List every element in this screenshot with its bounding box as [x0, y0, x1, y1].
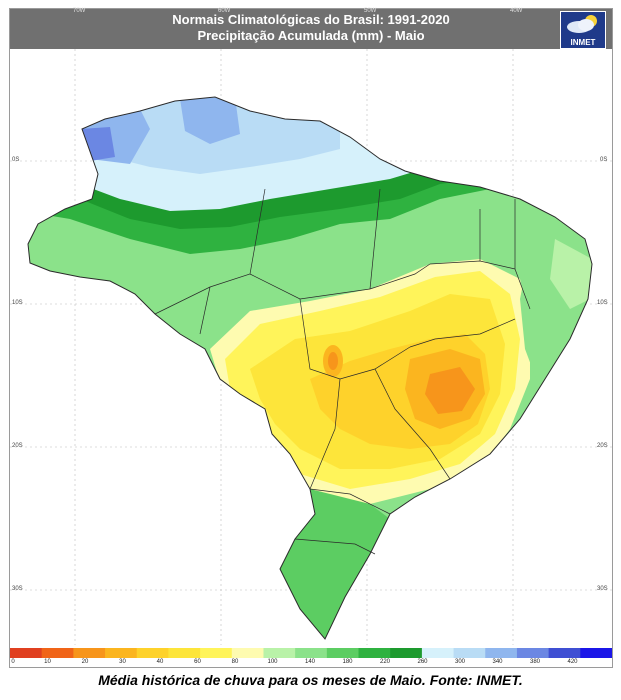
lat-label: 10S — [12, 300, 23, 306]
lat-label: 20S — [12, 443, 23, 449]
inmet-logo: INMET — [560, 11, 606, 49]
legend-swatch — [105, 648, 138, 658]
legend-tick-label: 340 — [492, 659, 503, 665]
legend-tick-label: 100 — [267, 659, 278, 665]
legend-colorbar — [10, 648, 613, 658]
legend-tick-label: 80 — [231, 659, 239, 665]
lon-label: 50W — [364, 8, 377, 14]
lat-label: 0S — [12, 157, 20, 163]
legend-swatch — [390, 648, 423, 658]
map-header: Normais Climatológicas do Brasil: 1991-2… — [10, 8, 612, 49]
legend-swatch — [358, 648, 391, 658]
legend-swatch — [263, 648, 296, 658]
legend-swatch — [73, 648, 106, 658]
legend-tick-label: 260 — [417, 659, 428, 665]
lat-label-right: 10S — [597, 300, 608, 306]
lat-label-right: 30S — [597, 586, 608, 592]
legend-swatch — [421, 648, 455, 658]
legend-swatch — [295, 648, 328, 658]
legend-swatch — [10, 648, 43, 658]
lon-label: 60W — [218, 8, 231, 14]
legend-swatch — [485, 648, 518, 658]
legend-swatch — [580, 648, 613, 658]
logo-text: INMET — [570, 38, 596, 47]
legend-tick-label: 420 — [567, 659, 578, 665]
legend-swatch — [168, 648, 201, 658]
lon-label: 70W — [73, 8, 86, 14]
legend-swatch — [231, 648, 264, 658]
map-title: Normais Climatológicas do Brasil: 1991-2… — [172, 12, 450, 27]
cloud-sun-icon — [567, 15, 597, 33]
legend-tick-label: 20 — [81, 659, 89, 665]
lon-label: 40W — [510, 8, 523, 14]
legend-swatch — [516, 648, 550, 658]
lat-label-right: 0S — [600, 157, 608, 163]
legend-swatch — [453, 648, 486, 658]
color-legend: 0 10 20 30 40 60 80 100 140 180 220 260 300 340 380 420 — [10, 647, 613, 667]
legend-tick-label: 380 — [529, 659, 541, 665]
precipitation-map: 0S 10S 20S 30S 0S 10S 20S 30S — [10, 49, 612, 645]
legend-swatch — [136, 648, 169, 658]
map-frame: Normais Climatológicas do Brasil: 1991-2… — [9, 8, 613, 668]
legend-swatch — [548, 648, 581, 658]
legend-tick-label: 60 — [194, 659, 201, 665]
legend-tick-label: 40 — [156, 659, 164, 665]
legend-tick-label: 140 — [304, 659, 316, 665]
legend-tick-label: 10 — [44, 659, 51, 665]
state-borders — [27, 96, 593, 640]
map-subtitle: Precipitação Acumulada (mm) - Maio — [197, 28, 425, 43]
legend-swatch — [200, 648, 233, 658]
legend-tick-label: 180 — [342, 659, 353, 665]
lat-label-right: 20S — [597, 443, 608, 449]
brazil-map-svg — [10, 49, 612, 645]
legend-tick-label: 300 — [454, 659, 466, 665]
legend-tick-label: 220 — [379, 659, 391, 665]
legend-swatch — [41, 648, 74, 658]
legend-swatch — [326, 648, 360, 658]
precip-fields — [28, 97, 592, 639]
lat-label: 30S — [12, 586, 23, 592]
figure-caption: Média histórica de chuva para os meses d… — [98, 672, 523, 688]
legend-tick-label: 30 — [119, 659, 126, 665]
legend-tick-label: 0 — [11, 659, 15, 665]
